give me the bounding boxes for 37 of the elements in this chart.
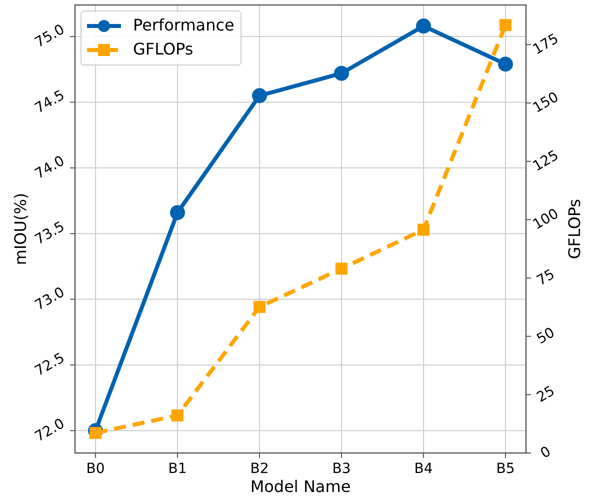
y2-tick-label: 0: [538, 444, 554, 462]
y2-tick-label: 75: [534, 266, 558, 290]
y-tick-label: 74.0: [32, 153, 68, 182]
y2-tick-label: 150: [530, 89, 562, 116]
x-tick-label: B3: [332, 461, 351, 477]
point: [172, 409, 184, 422]
x-tick-label: B1: [168, 461, 187, 477]
y2-tick-label: 175: [530, 30, 562, 58]
x-tick-label: B2: [250, 461, 269, 477]
point: [336, 262, 348, 275]
legend-label: GFLOPs: [133, 39, 194, 58]
x-axis-title: Model Name: [250, 477, 351, 496]
x-tick-label: B0: [86, 461, 105, 477]
y2-tick-label: 100: [530, 206, 562, 234]
point: [334, 66, 349, 81]
y-tick-label: 73.5: [32, 218, 68, 248]
point: [498, 56, 513, 72]
y-tick-label: 75.0: [32, 22, 68, 52]
point: [500, 19, 512, 32]
point: [418, 224, 430, 236]
y-tick-label: 73.0: [32, 284, 68, 314]
legend-label: Performance: [133, 15, 234, 34]
y2-axis-title: GFLOPs: [565, 198, 584, 260]
y2-tick-label: 25: [534, 383, 558, 406]
point: [254, 300, 266, 313]
x-tick-label: B4: [414, 461, 433, 477]
y-axis-title: mIOU(%): [11, 192, 30, 266]
point: [170, 205, 185, 220]
y-tick-label: 72.0: [32, 416, 68, 446]
point: [416, 18, 431, 34]
y-tick-label: 74.5: [32, 87, 68, 117]
point: [90, 426, 102, 439]
point: [252, 88, 267, 104]
y2-tick-label: 125: [530, 148, 562, 175]
y-tick-label: 72.5: [32, 350, 68, 380]
y2-tick-label: 50: [534, 324, 558, 348]
x-tick-label: B5: [496, 461, 515, 477]
